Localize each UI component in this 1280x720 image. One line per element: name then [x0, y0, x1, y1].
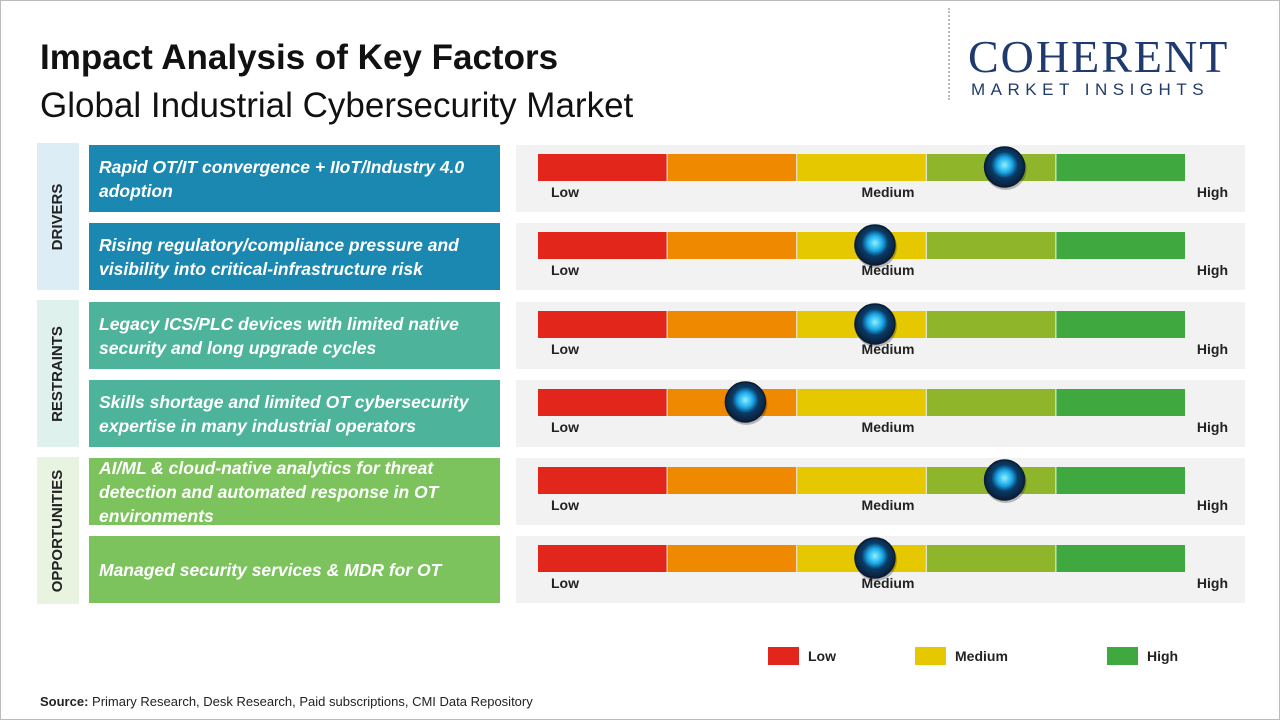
gauge-segment: [926, 232, 1056, 259]
gauge-segment: [797, 154, 926, 181]
factor-box: Rapid OT/IT convergence + IIoT/Industry …: [89, 145, 500, 212]
scale-label: High: [1197, 419, 1228, 435]
scale-label: High: [1197, 341, 1228, 357]
scale-label: Medium: [862, 341, 915, 357]
factor-box: Legacy ICS/PLC devices with limited nati…: [89, 302, 500, 369]
gauge-segment: [538, 311, 667, 338]
group-panel: [37, 300, 79, 447]
scale-label: High: [1197, 184, 1228, 200]
scale-label: High: [1197, 575, 1228, 591]
gauge-segment: [667, 154, 797, 181]
impact-knob: [854, 224, 896, 266]
gauge-segment: [797, 467, 926, 494]
gauge-segment: [1056, 154, 1185, 181]
scale-label: Low: [551, 262, 579, 278]
gauge-segment: [1056, 232, 1185, 259]
logo-tagline: MARKET INSIGHTS: [971, 80, 1210, 99]
scale-label: Low: [551, 575, 579, 591]
legend-label: Medium: [955, 648, 1008, 664]
legend-label: Low: [808, 648, 836, 664]
impact-knob: [854, 303, 896, 345]
source-text: Primary Research, Desk Research, Paid su…: [92, 694, 533, 709]
legend-swatch: [1107, 647, 1138, 665]
impact-knob: [724, 381, 767, 423]
impact-knob: [983, 459, 1026, 501]
gauge-segment: [538, 389, 667, 416]
title: Impact Analysis of Key Factors: [40, 38, 559, 77]
legend-label: High: [1147, 648, 1178, 664]
scale-label: Low: [551, 341, 579, 357]
legend-swatch: [915, 647, 946, 665]
gauge-segment: [667, 232, 797, 259]
scale-label: Low: [551, 497, 579, 513]
gauge-segment: [926, 545, 1056, 572]
gauge-segment: [667, 545, 797, 572]
gauge-segment: [667, 311, 797, 338]
impact-knob: [983, 146, 1026, 188]
scale-label: Medium: [862, 184, 915, 200]
gauge-segment: [926, 311, 1056, 338]
factor-box: Skills shortage and limited OT cybersecu…: [89, 380, 500, 447]
group-panel: [37, 143, 79, 290]
scale-label: Medium: [862, 419, 915, 435]
factor-box: Rising regulatory/compliance pressure an…: [89, 223, 500, 290]
factor-box: Managed security services & MDR for OT: [89, 536, 500, 603]
group-panel: [37, 457, 79, 604]
scale-label: Medium: [862, 262, 915, 278]
gauge-segment: [1056, 389, 1185, 416]
scale-label: Low: [551, 419, 579, 435]
scale-label: High: [1197, 262, 1228, 278]
scale-label: Low: [551, 184, 579, 200]
gauge-segment: [797, 389, 926, 416]
source: Source: Primary Research, Desk Research,…: [40, 694, 533, 709]
gauge-segment: [538, 154, 667, 181]
impact-knob: [854, 537, 896, 579]
logo-name: COHERENT: [968, 31, 1230, 82]
scale-label: High: [1197, 497, 1228, 513]
gauge-segment: [667, 467, 797, 494]
gauge-segment: [1056, 467, 1185, 494]
gauge-segment: [538, 232, 667, 259]
gauge-segment: [1056, 311, 1185, 338]
source-label: Source:: [40, 694, 89, 709]
scale-label: Medium: [862, 575, 915, 591]
legend-swatch: [768, 647, 799, 665]
gauge-segment: [926, 389, 1056, 416]
gauge-segment: [538, 467, 667, 494]
gauge-segment: [538, 545, 667, 572]
separator: [948, 8, 950, 100]
gauge-segment: [1056, 545, 1185, 572]
factor-box: AI/ML & cloud-native analytics for threa…: [89, 458, 500, 526]
subtitle: Global Industrial Cybersecurity Market: [40, 86, 634, 125]
scale-label: Medium: [862, 497, 915, 513]
